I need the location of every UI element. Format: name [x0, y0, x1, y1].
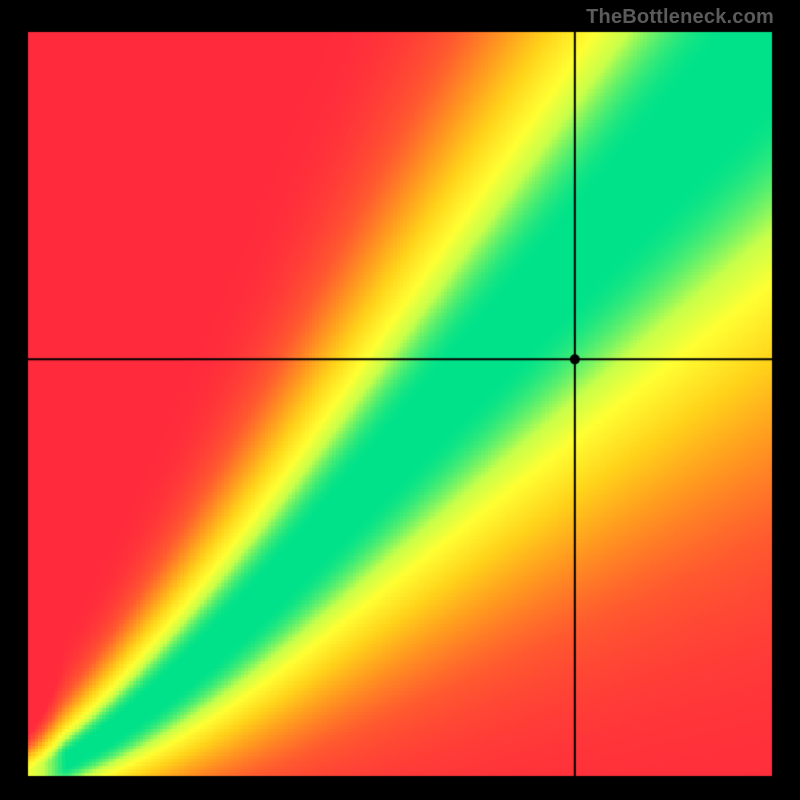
chart-container: TheBottleneck.com [0, 0, 800, 800]
watermark-text: TheBottleneck.com [586, 6, 774, 29]
bottleneck-heatmap [0, 0, 800, 800]
